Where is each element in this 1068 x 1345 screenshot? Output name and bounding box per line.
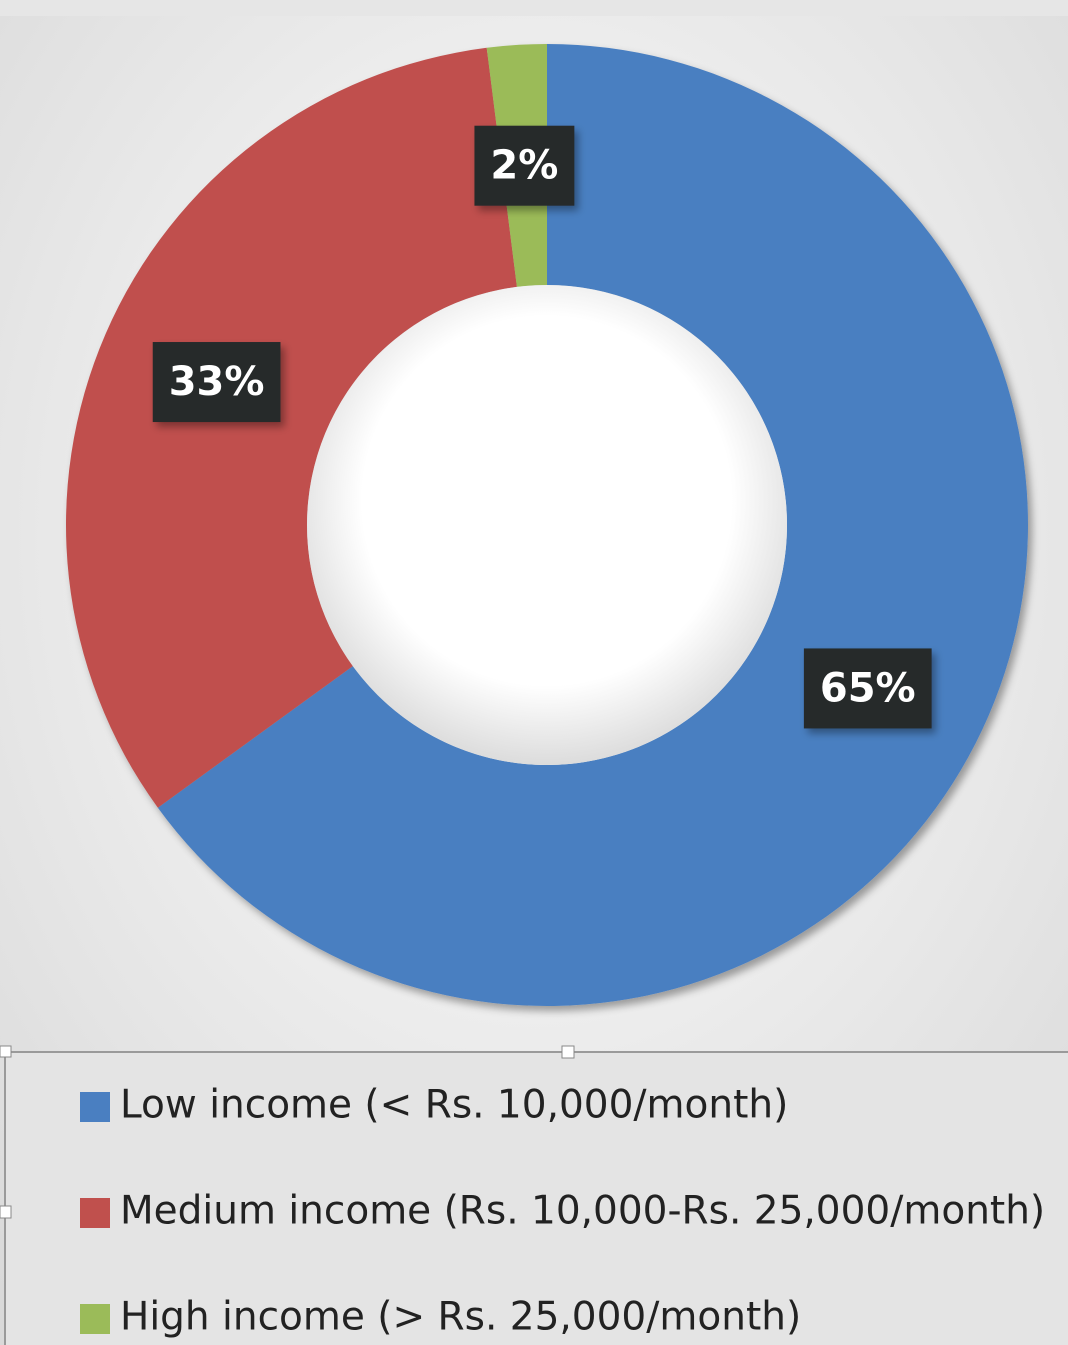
legend-label: High income (> Rs. 25,000/month) <box>120 1295 801 1340</box>
handle <box>0 1205 12 1219</box>
legend-swatch <box>80 1304 110 1334</box>
data-label: 2% <box>490 143 558 189</box>
handle <box>0 1045 12 1058</box>
data-labels: 65% 33% 2% <box>152 125 932 729</box>
top-strip <box>0 0 1068 16</box>
data-label: 33% <box>169 359 265 405</box>
handle <box>561 1045 575 1059</box>
legend-label: Low income (< Rs. 10,000/month) <box>120 1083 788 1128</box>
data-label-box <box>474 125 575 206</box>
legend-swatch <box>80 1198 110 1228</box>
data-label-box <box>803 648 932 729</box>
data-label: 65% <box>820 665 916 711</box>
legend-box <box>4 1051 1068 1345</box>
data-label-box <box>152 342 281 423</box>
legend-label: Medium income (Rs. 10,000-Rs. 25,000/mon… <box>120 1189 1045 1234</box>
slice <box>65 47 517 808</box>
legend-swatch <box>80 1092 110 1122</box>
donut-hole <box>307 285 787 765</box>
slice <box>157 44 1029 1006</box>
legend: Low income (< Rs. 10,000/month) Medium in… <box>80 1083 1045 1340</box>
